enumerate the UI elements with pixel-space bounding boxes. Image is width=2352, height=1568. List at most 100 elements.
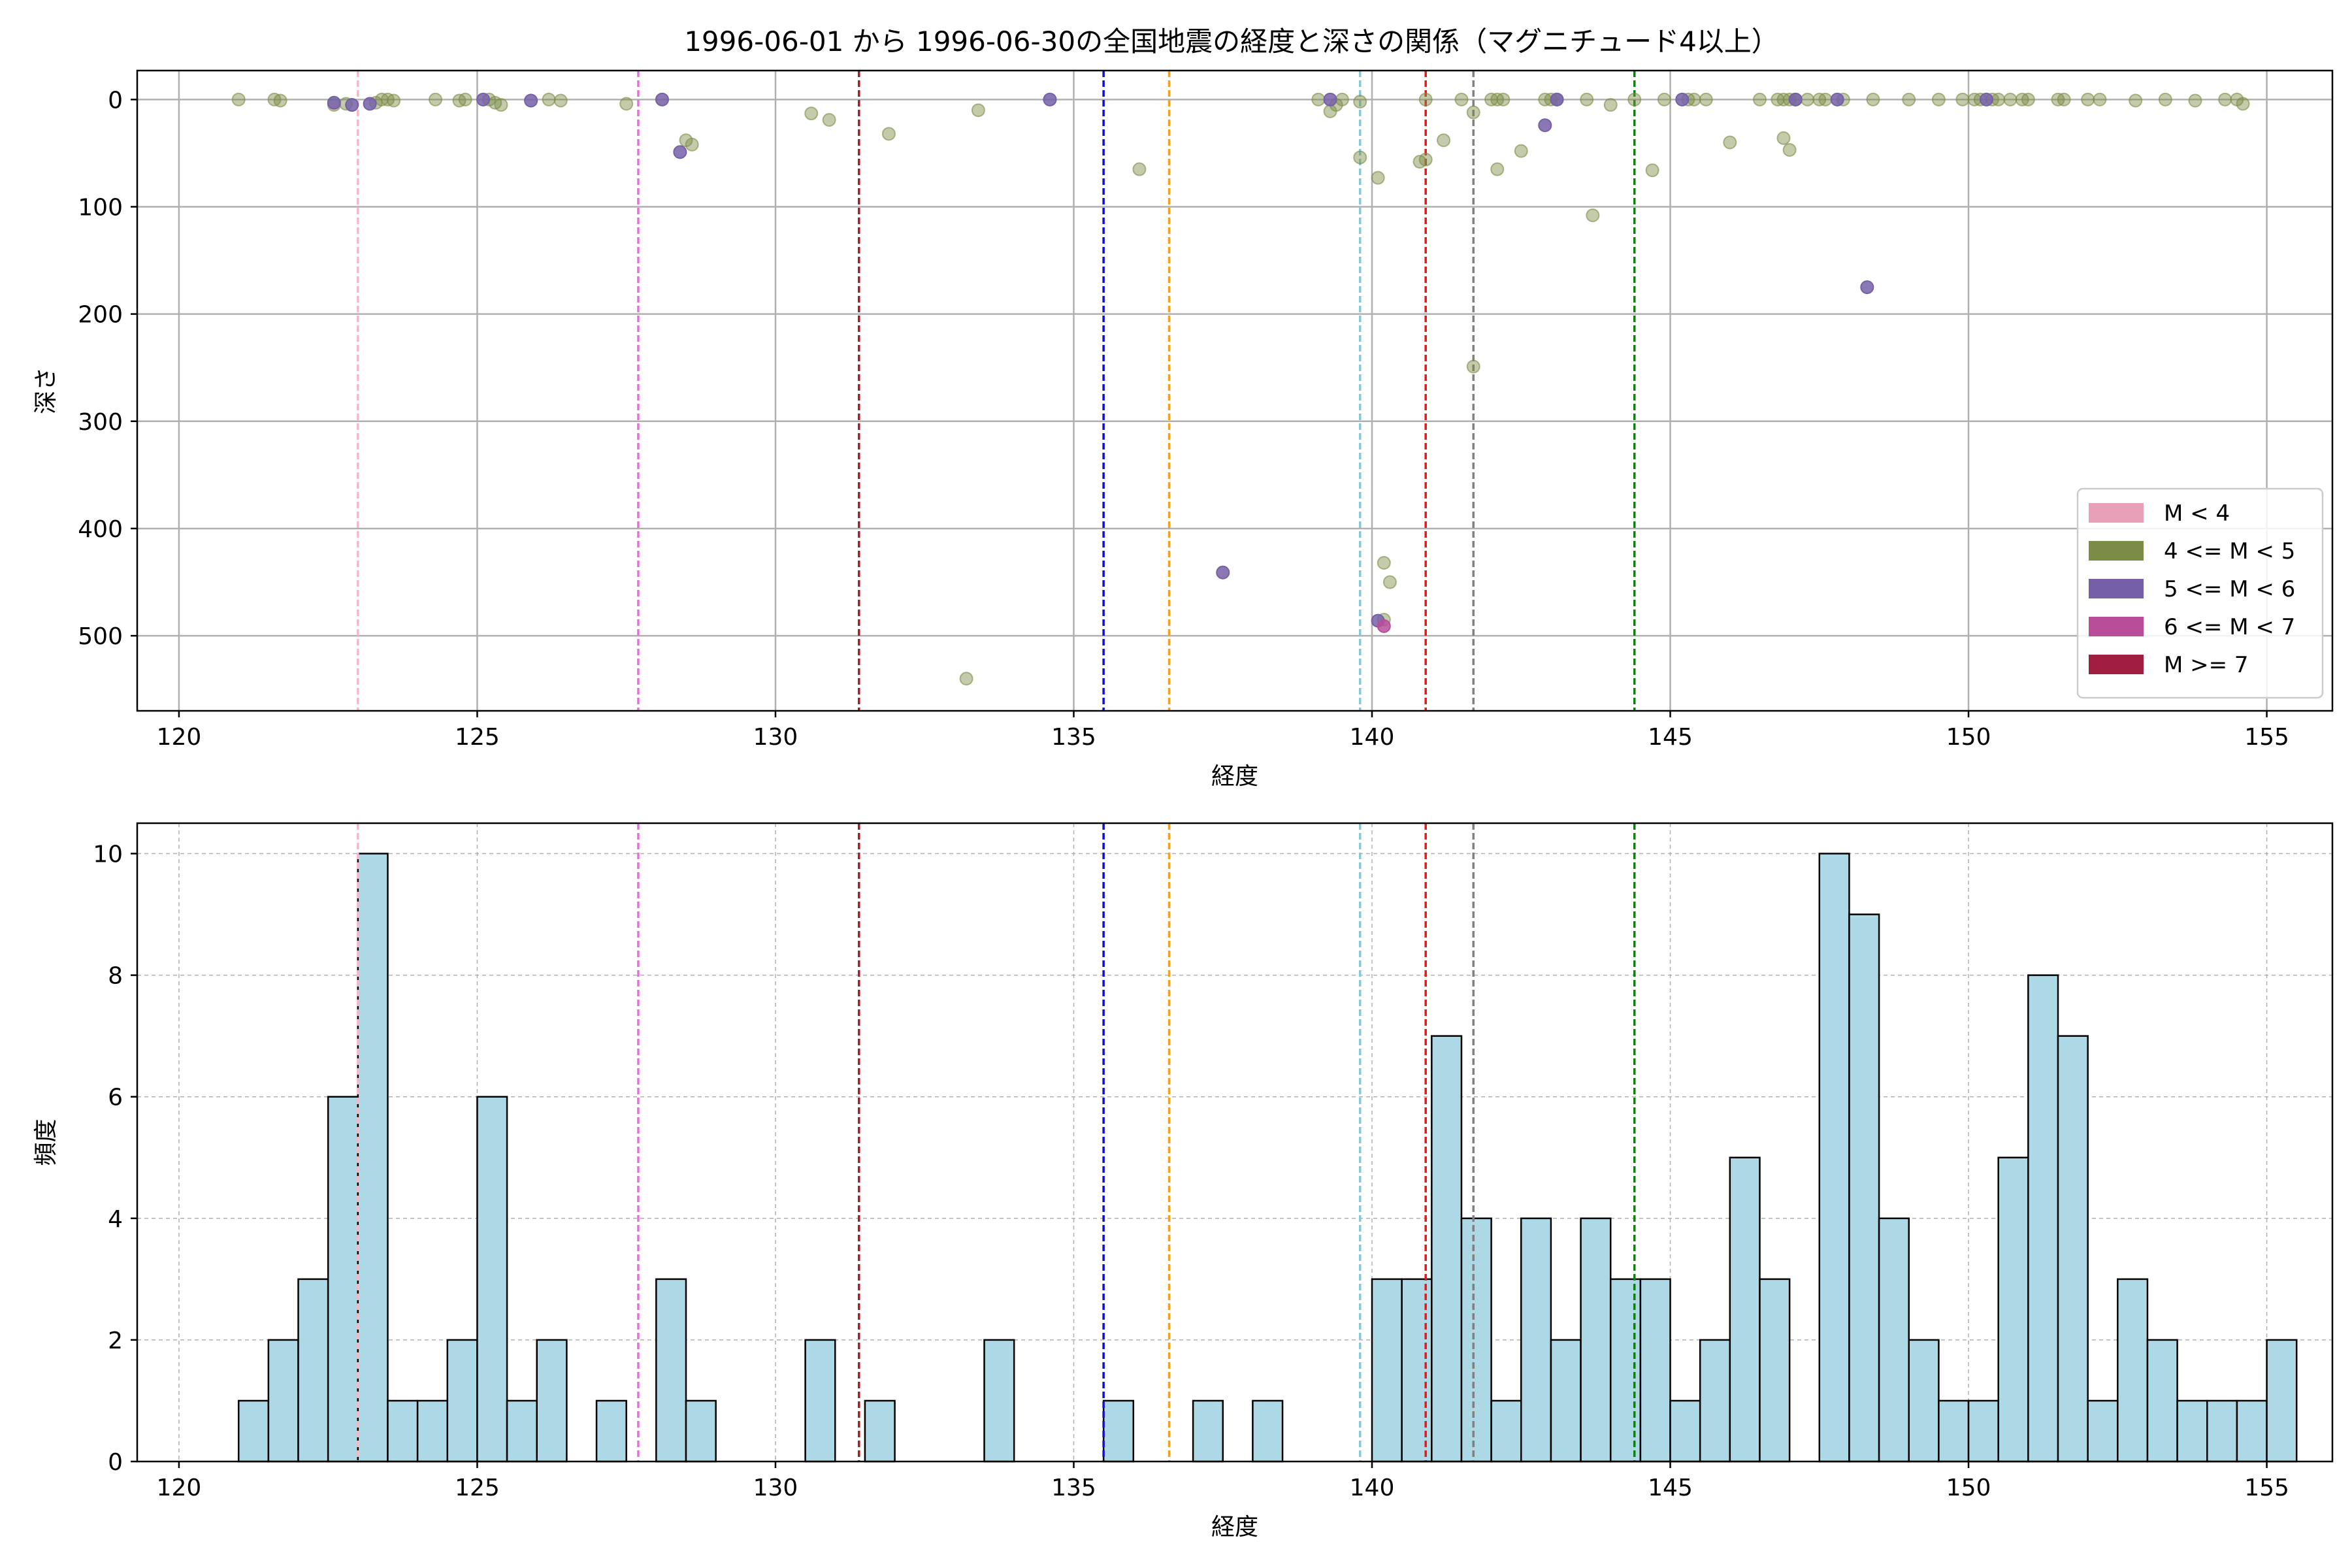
scatter-point	[1752, 92, 1767, 106]
x-tick-label: 150	[1946, 724, 1991, 751]
x-tick-label: 145	[1648, 724, 1693, 751]
scatter-point	[1657, 92, 1671, 106]
x-tick-label: 120	[157, 724, 202, 751]
scatter-legend: M < 4 4 <= M < 5 5 <= M < 6 6 <= M < 7 M >= …	[2076, 487, 2324, 699]
histogram-bar	[1938, 1399, 1970, 1463]
scatter-point	[1675, 92, 1690, 106]
scatter-point	[1466, 359, 1480, 374]
legend-swatch	[2089, 541, 2144, 561]
histogram-bar	[1699, 1339, 1731, 1463]
histogram-bar	[1729, 1156, 1761, 1463]
scatter-point	[1866, 92, 1880, 106]
histogram-bar	[1460, 1217, 1492, 1463]
histogram-bar	[1878, 1217, 1910, 1463]
histogram-bar	[2117, 1278, 2149, 1463]
histogram-bar	[1908, 1339, 1940, 1463]
legend-swatch	[2089, 617, 2144, 636]
scatter-point	[822, 113, 836, 127]
y-tick-label: 100	[78, 194, 123, 221]
scatter-point	[345, 98, 359, 112]
scatter-point	[363, 97, 377, 111]
legend-label: M < 4	[2164, 500, 2230, 527]
histogram-bar	[237, 1399, 270, 1463]
scatter-point	[1860, 280, 1874, 295]
scatter-point	[1955, 92, 1970, 106]
histogram-bar	[2176, 1399, 2208, 1463]
legend-swatch	[2089, 503, 2144, 523]
histogram-bar	[2146, 1339, 2178, 1463]
scatter-point	[1437, 133, 1451, 148]
histogram-bar	[1102, 1399, 1135, 1463]
scatter-point	[673, 145, 687, 159]
legend-swatch	[2089, 655, 2144, 674]
histogram-bar	[1818, 853, 1850, 1463]
histogram-bar	[1967, 1399, 1999, 1463]
scatter-point	[1490, 162, 1505, 176]
scatter-point	[1466, 105, 1480, 120]
scatter-point	[1454, 92, 1469, 106]
histogram-x-axis-label: 経度	[1211, 1514, 1258, 1541]
x-tick-label: 120	[157, 1475, 202, 1501]
x-tick-label: 155	[2244, 1475, 2289, 1501]
scatter-point	[2236, 97, 2250, 111]
x-tick-label: 125	[455, 724, 500, 751]
scatter-point	[959, 672, 973, 686]
scatter-y-ticks: 0 100 200 300 400 500	[78, 87, 137, 650]
scatter-point	[2081, 92, 2095, 106]
scatter-point	[2158, 92, 2172, 106]
scatter-x-axis-label: 経度	[1211, 763, 1258, 790]
histogram-plot-frame	[136, 822, 2334, 1463]
histogram-bar	[2266, 1339, 2298, 1463]
scatter-plot-frame	[136, 69, 2334, 712]
histogram-bar	[2027, 974, 2059, 1463]
scatter-point	[1311, 92, 1326, 106]
histogram-bar	[536, 1339, 568, 1463]
scatter-point	[494, 98, 508, 112]
y-tick-label: 0	[108, 87, 123, 114]
histogram-bar	[506, 1399, 538, 1463]
y-tick-label: 200	[78, 302, 123, 329]
scatter-point	[1586, 208, 1600, 223]
scatter-point	[2021, 92, 2035, 106]
scatter-point	[2188, 93, 2202, 108]
scatter-point	[1353, 95, 1367, 109]
scatter-point	[1377, 619, 1391, 633]
histogram-x-ticks: 120 125 130 135 140 145 150 155	[157, 1462, 2289, 1501]
histogram-chart: 120 125 130 135 140 145 150 155 0 2 4 6 8 10 経度 頻度	[33, 822, 2334, 1541]
scatter-point	[1538, 118, 1552, 133]
legend-label: M >= 7	[2164, 652, 2249, 678]
scatter-point	[1132, 162, 1147, 176]
histogram-bar	[446, 1339, 478, 1463]
x-tick-label: 135	[1051, 1475, 1096, 1501]
histogram-bar	[1490, 1399, 1522, 1463]
x-tick-label: 130	[753, 724, 798, 751]
scatter-point	[327, 95, 341, 110]
legend-label: 6 <= M < 7	[2164, 614, 2295, 640]
scatter-point	[1723, 135, 1737, 150]
histogram-bar	[267, 1339, 299, 1463]
scatter-point	[1818, 92, 1833, 106]
x-tick-label: 130	[753, 1475, 798, 1501]
x-tick-label: 150	[1946, 1475, 1991, 1501]
scatter-point	[1514, 144, 1528, 158]
scatter-point	[1699, 92, 1713, 106]
x-tick-label: 145	[1648, 1475, 1693, 1501]
scatter-point	[1776, 131, 1791, 145]
scatter-point	[429, 92, 443, 106]
scatter-point	[881, 127, 896, 141]
y-tick-label: 500	[78, 623, 123, 650]
histogram-bar	[2206, 1399, 2238, 1463]
scatter-point	[1782, 142, 1797, 157]
x-tick-label: 125	[455, 1475, 500, 1501]
histogram-bar	[1639, 1278, 1671, 1463]
legend-label: 5 <= M < 6	[2164, 576, 2295, 602]
histogram-bar	[655, 1278, 687, 1463]
scatter-point	[1323, 92, 1337, 106]
histogram-reference-lines	[357, 823, 1636, 1462]
histogram-bar	[1848, 913, 1880, 1463]
scatter-point	[231, 92, 246, 106]
scatter-point	[1931, 92, 1946, 106]
histogram-bar	[804, 1339, 836, 1463]
